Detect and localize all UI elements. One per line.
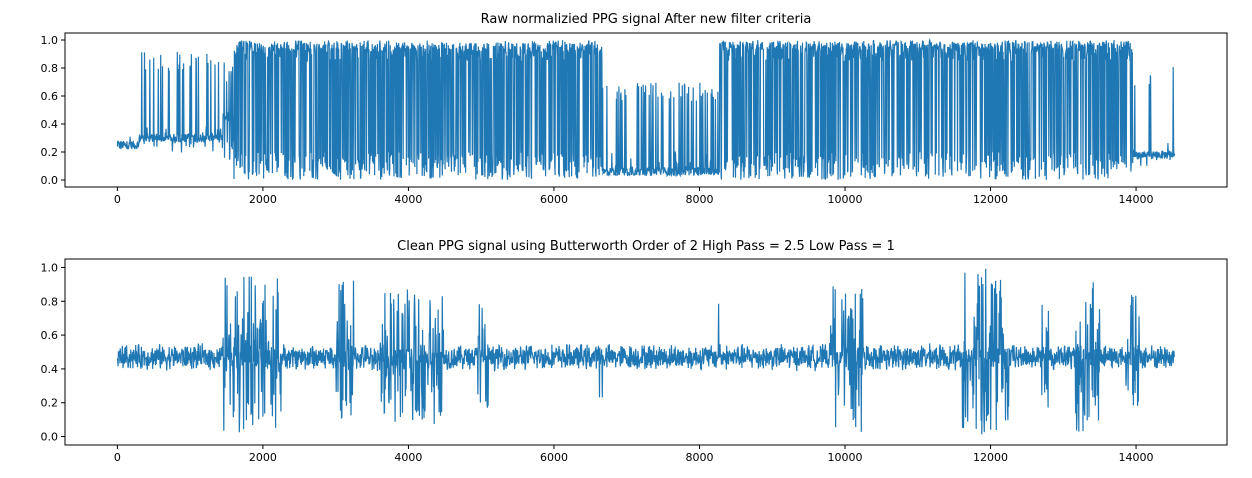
clean-ppg-xtick-label: 10000 bbox=[828, 451, 863, 464]
raw-ppg-axes: Raw normalizied PPG signal After new fil… bbox=[41, 12, 1228, 206]
clean-ppg-ytick-label: 0.6 bbox=[41, 329, 59, 342]
raw-ppg-xtick-label: 10000 bbox=[828, 193, 863, 206]
clean-ppg-title: Clean PPG signal using Butterworth Order… bbox=[397, 239, 895, 254]
raw-ppg-ytick-label: 0.2 bbox=[41, 146, 59, 159]
clean-ppg-ytick-label: 1.0 bbox=[41, 261, 59, 274]
raw-ppg-xtick-label: 6000 bbox=[540, 193, 568, 206]
clean-ppg-xtick-label: 8000 bbox=[685, 451, 713, 464]
clean-ppg-xtick-label: 12000 bbox=[973, 451, 1008, 464]
raw-ppg-ytick-label: 1.0 bbox=[41, 34, 59, 47]
raw-ppg-xtick-label: 4000 bbox=[394, 193, 422, 206]
clean-ppg-ytick-label: 0.0 bbox=[41, 431, 59, 444]
raw-ppg-xtick-label: 0 bbox=[114, 193, 121, 206]
raw-ppg-ytick-label: 0.8 bbox=[41, 62, 59, 75]
clean-ppg-line bbox=[116, 268, 1176, 435]
raw-ppg-xtick-label: 8000 bbox=[685, 193, 713, 206]
raw-ppg-xtick-label: 14000 bbox=[1119, 193, 1154, 206]
raw-ppg-ytick-label: 0.6 bbox=[41, 90, 59, 103]
clean-ppg-xtick-label: 4000 bbox=[394, 451, 422, 464]
raw-ppg-xtick-label: 12000 bbox=[973, 193, 1008, 206]
raw-ppg-ytick-label: 0.0 bbox=[41, 174, 59, 187]
raw-ppg-line bbox=[116, 37, 1176, 180]
clean-ppg-xtick-label: 0 bbox=[114, 451, 121, 464]
clean-ppg-ytick-label: 0.4 bbox=[41, 363, 59, 376]
raw-ppg-ticks: 0 2000 4000 6000 8000 10000 12000 14000 0.0 0.2 0.… bbox=[41, 34, 1154, 206]
raw-ppg-xtick-label: 2000 bbox=[249, 193, 277, 206]
raw-ppg-title: Raw normalizied PPG signal After new fil… bbox=[481, 12, 812, 27]
clean-ppg-xtick-label: 6000 bbox=[540, 451, 568, 464]
clean-ppg-axes: Clean PPG signal using Butterworth Order… bbox=[41, 239, 1228, 464]
clean-ppg-xtick-label: 14000 bbox=[1119, 451, 1154, 464]
clean-ppg-ytick-label: 0.8 bbox=[41, 295, 59, 308]
clean-ppg-xtick-label: 2000 bbox=[249, 451, 277, 464]
clean-ppg-ytick-label: 0.2 bbox=[41, 397, 59, 410]
clean-ppg-ticks: 0 2000 4000 6000 8000 10000 12000 14000 0.0 0.2 0.… bbox=[41, 261, 1154, 464]
raw-ppg-ytick-label: 0.4 bbox=[41, 118, 59, 131]
